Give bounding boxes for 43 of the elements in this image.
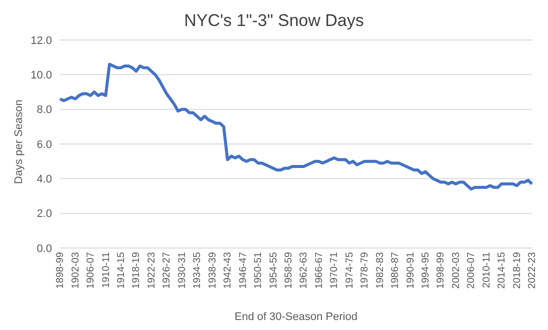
- x-tick-label: 1922-23: [146, 252, 158, 289]
- y-tick-label: 12.0: [30, 34, 52, 47]
- x-tick-label: 1906-07: [86, 252, 97, 289]
- x-tick-label: 1970-71: [329, 252, 340, 289]
- x-axis-title: End of 30-Season Period: [234, 311, 358, 323]
- x-tick-label: 1962-63: [298, 252, 310, 289]
- x-tick-label: 1998-99: [436, 252, 447, 289]
- x-tick-label: 1942-43: [222, 252, 234, 289]
- x-tick-label: 1938-39: [207, 252, 218, 289]
- y-tick-label: 8.0: [36, 104, 52, 116]
- x-tick-label: 1958-59: [283, 252, 294, 289]
- x-tick-label: 1978-79: [360, 252, 371, 289]
- x-tick-label: 1914-15: [116, 252, 128, 289]
- y-tick-label: 0.0: [36, 242, 52, 255]
- x-tick-label: 2018-19: [512, 252, 523, 289]
- chart-title: NYC's 1"-3" Snow Days: [183, 10, 365, 32]
- x-tick-label: 1918-19: [131, 252, 142, 289]
- x-tick-label: 1990-91: [405, 252, 416, 289]
- x-tick-label: 1946-47: [238, 252, 249, 289]
- x-tick-label: 2014-15: [496, 252, 508, 289]
- x-tick-label: 2002-03: [450, 252, 462, 289]
- x-tick-label: 1994-95: [420, 252, 432, 289]
- y-tick-label: 10.0: [30, 70, 52, 82]
- x-tick-label: 1930-31: [176, 252, 188, 289]
- line-series: [58, 62, 534, 191]
- x-tick-label: 1898-99: [55, 252, 66, 289]
- y-tick-label: 4.0: [36, 174, 52, 186]
- y-tick-label: 6.0: [36, 138, 52, 151]
- x-tick-label: 1954-55: [268, 252, 280, 289]
- y-axis-title: Days per Season: [12, 100, 25, 184]
- x-tick-label: 1986-87: [390, 252, 402, 289]
- x-tick-label: 1966-67: [314, 252, 325, 289]
- x-tick-label: 2010-11: [481, 252, 492, 288]
- x-tick-label: 2006-07: [466, 252, 478, 289]
- x-tick-label: 1934-35: [192, 252, 204, 289]
- x-tick-label: 1950-51: [253, 252, 264, 289]
- x-tick-label: 1902-03: [70, 252, 82, 289]
- x-tick-label: 2022-23: [527, 252, 538, 289]
- x-tick-label: 1910-11: [100, 252, 112, 288]
- x-tick-label: 1974-75: [344, 252, 356, 289]
- y-tick-label: 2.0: [36, 208, 52, 220]
- x-tick-label: 1982-83: [374, 252, 386, 289]
- x-tick-label: 1926-27: [162, 252, 173, 289]
